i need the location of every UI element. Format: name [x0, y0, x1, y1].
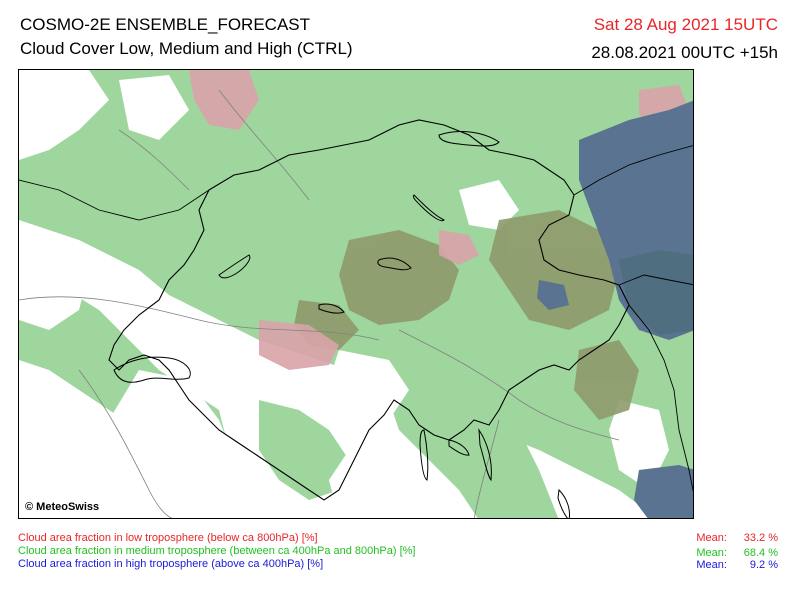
secondary-lines	[19, 89, 620, 518]
medium-cloud-area	[259, 400, 349, 500]
map-title: COSMO-2E ENSEMBLE_FORECAST	[20, 15, 311, 34]
mean-label: Mean:	[696, 559, 727, 571]
mean-value: 33.2 %	[743, 532, 778, 544]
clear-patch	[319, 350, 409, 430]
border-line	[628, 304, 693, 493]
cloud-cover-map[interactable]: © MeteoSwiss	[18, 69, 694, 519]
mean-label: Mean:	[696, 532, 727, 544]
clear-patch	[609, 400, 669, 490]
mean-label: Mean:	[696, 547, 727, 559]
lake-geneva	[113, 356, 191, 383]
lake-como	[478, 428, 492, 482]
clear-patch	[19, 70, 109, 160]
river-line	[398, 329, 620, 441]
clear-patch	[119, 75, 189, 140]
clear-patch	[19, 230, 89, 330]
map-canvas	[19, 70, 693, 518]
overlap-area	[339, 230, 459, 325]
map-subtitle: Cloud Cover Low, Medium and High (CTRL)	[20, 39, 353, 58]
low-cloud-area	[259, 320, 339, 370]
legend-medium-mean: Mean: 68.4 %	[696, 547, 778, 560]
swiss-border	[108, 119, 630, 501]
legend-medium-label: Cloud area fraction in medium tropospher…	[18, 545, 416, 557]
lake-garda	[557, 488, 570, 518]
legend-low-mean: Mean: 33.2 %	[696, 532, 778, 545]
lake-lucerne	[377, 257, 412, 271]
lake-zurich	[412, 194, 445, 222]
high-cloud-area	[619, 250, 693, 335]
lake-neuchatel	[218, 254, 251, 279]
legend-high-label: Cloud area fraction in high troposphere …	[18, 558, 324, 570]
overlap-area	[489, 210, 619, 330]
border-line	[58, 189, 210, 221]
border-line	[19, 179, 60, 191]
mean-value: 9.2 %	[749, 559, 778, 571]
lake-thun	[318, 303, 345, 314]
river-line	[19, 296, 380, 341]
medium-cloud-area	[389, 370, 559, 518]
low-cloud-area	[189, 70, 259, 130]
clear-patch	[99, 370, 239, 518]
border-line	[618, 274, 693, 286]
high-cloud-area	[537, 280, 569, 310]
legend-low-label: Cloud area fraction in low troposphere (…	[18, 532, 318, 544]
clear-patch	[459, 180, 519, 230]
legend-high-mean: Mean: 9.2 %	[696, 559, 778, 572]
river-line	[78, 369, 173, 518]
lakes	[113, 130, 570, 518]
neighbour-borders	[19, 145, 693, 493]
river-line	[118, 129, 190, 191]
lake-maggiore	[419, 429, 429, 481]
lake-lugano	[448, 439, 470, 456]
overlap-area	[574, 340, 639, 420]
high-cloud-layer	[537, 100, 693, 518]
low-cloud-area	[439, 230, 479, 265]
meteoswiss-credit: © MeteoSwiss	[25, 501, 100, 513]
lake-constance	[438, 130, 500, 147]
border-line	[573, 145, 693, 196]
run-time: 28.08.2021 00UTC +15h	[591, 43, 778, 62]
clear-patch	[329, 440, 419, 518]
river-line	[218, 89, 310, 201]
valid-time: Sat 28 Aug 2021 15UTC	[593, 15, 778, 34]
mean-value: 68.4 %	[743, 547, 778, 559]
clear-sky-patches	[19, 70, 669, 518]
river-line	[473, 419, 500, 518]
high-cloud-area	[634, 465, 693, 518]
